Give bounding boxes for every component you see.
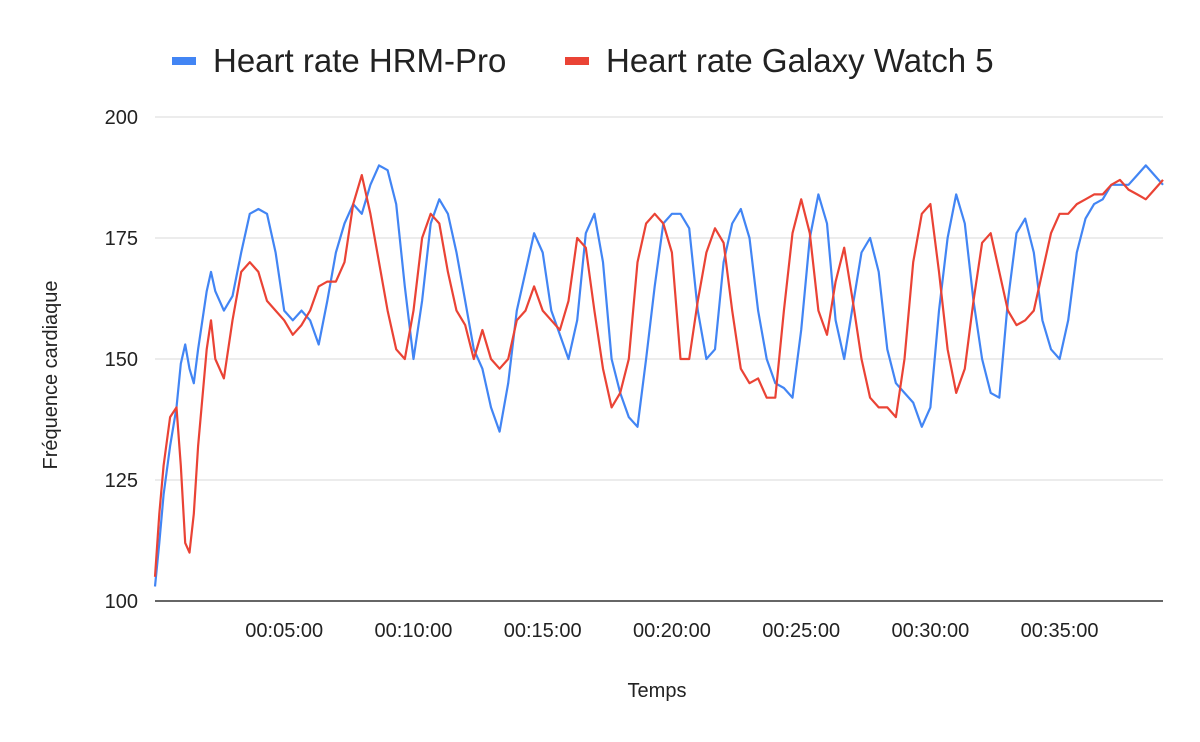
y-axis-ticks: 100 125 150 175 200 [105,107,138,613]
y-tick-label: 175 [105,228,138,250]
x-tick-label: 00:15:00 [504,620,582,642]
x-tick-label: 00:35:00 [1021,620,1099,642]
x-axis-title: Temps [628,680,687,702]
x-tick-label: 00:20:00 [633,620,711,642]
x-axis-ticks: 00:05:00 00:10:00 00:15:00 00:20:00 00:25:00… [245,620,1098,642]
x-tick-label: 00:05:00 [245,620,323,642]
legend-label-hrm-pro: Heart rate HRM-Pro [213,42,506,79]
y-axis-title: Fréquence cardiaque [40,280,62,469]
series-line-hrm-pro [153,164,1164,587]
series-line-galaxy-watch [153,174,1164,577]
x-tick-label: 00:10:00 [375,620,453,642]
y-tick-label: 125 [105,470,138,492]
legend-label-galaxy-watch: Heart rate Galaxy Watch 5 [606,42,994,79]
series-lines [153,164,1164,587]
y-tick-label: 100 [105,591,138,613]
legend-swatch-galaxy-watch [565,57,589,65]
x-tick-label: 00:25:00 [762,620,840,642]
x-tick-label: 00:30:00 [891,620,969,642]
y-tick-label: 150 [105,349,138,371]
y-tick-label: 200 [105,107,138,129]
gridlines [155,116,1163,481]
legend-swatch-hrm-pro [172,57,196,65]
legend: Heart rate HRM-Pro Heart rate Galaxy Wat… [172,42,994,79]
